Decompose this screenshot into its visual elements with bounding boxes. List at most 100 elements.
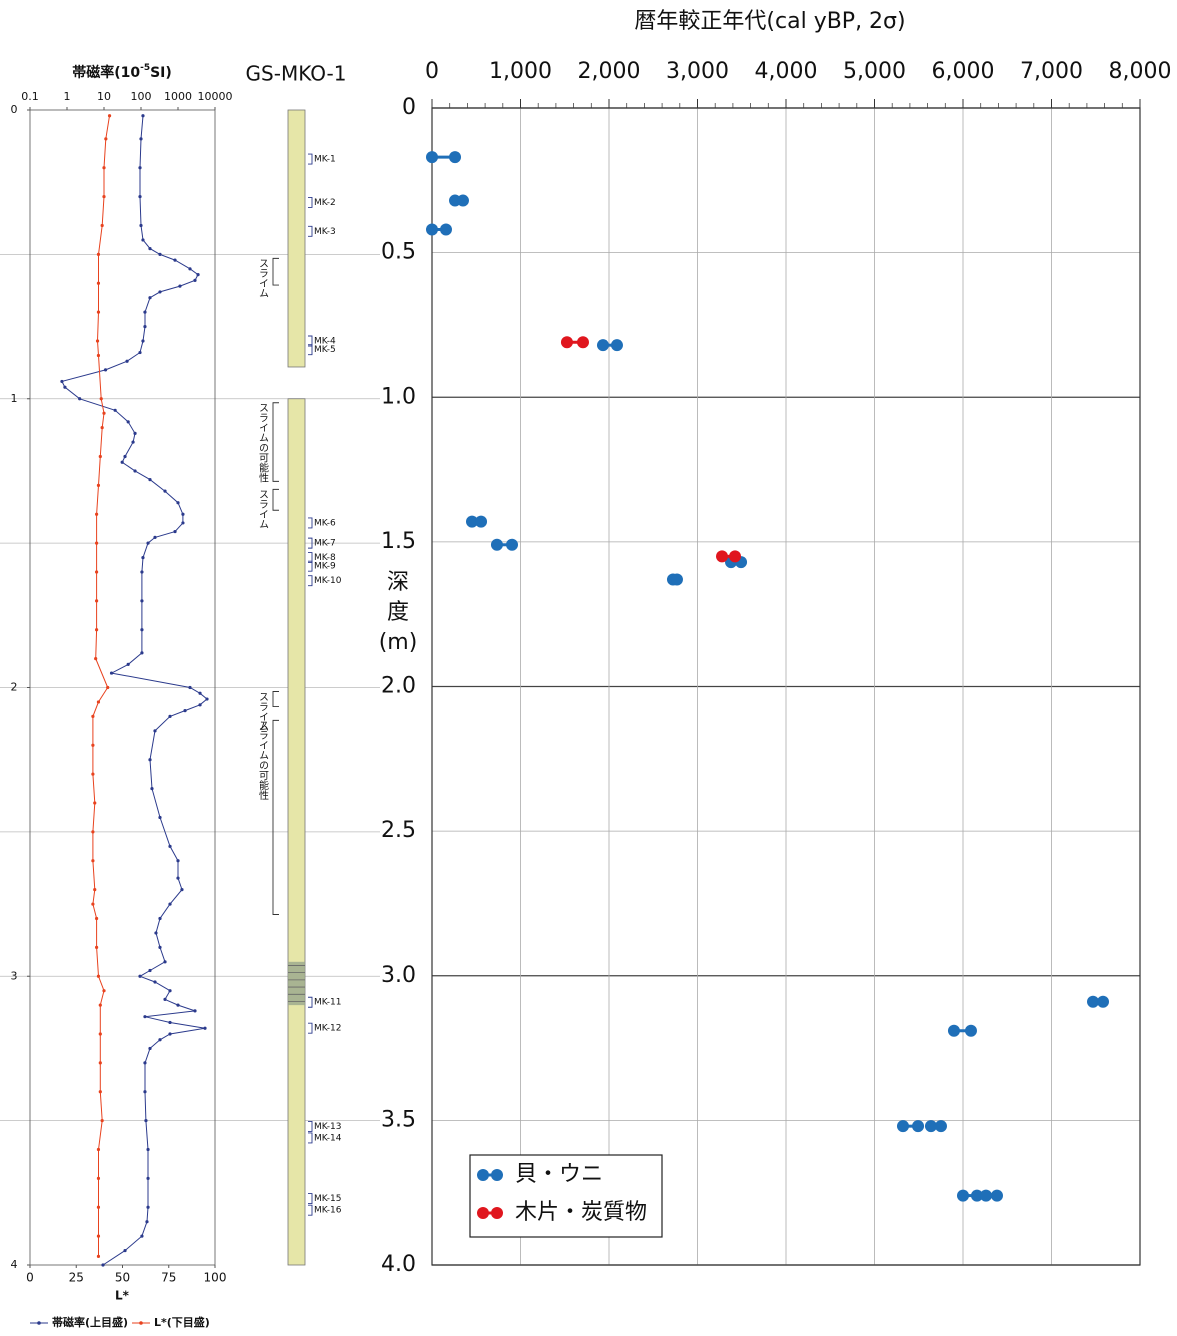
profile-point	[168, 989, 172, 993]
title-exponent: -5	[140, 63, 150, 73]
profile-point	[148, 247, 152, 251]
profile-point	[138, 195, 142, 199]
profile-point	[158, 916, 162, 921]
profile-point	[102, 411, 106, 415]
legend-point	[477, 1207, 489, 1219]
profile-point	[140, 1234, 144, 1238]
sample-bracket	[308, 1120, 313, 1132]
profile-point	[158, 252, 162, 256]
note-bracket	[272, 488, 279, 511]
age-point	[670, 573, 683, 586]
sample-bracket	[308, 560, 313, 572]
profile-point	[203, 1026, 207, 1030]
profile-point	[158, 945, 162, 949]
profile-point	[141, 114, 145, 118]
profile-point	[98, 1032, 102, 1036]
note-bracket	[272, 402, 279, 482]
y-axis-label: 深度(m)	[378, 570, 418, 655]
age-point	[912, 1120, 925, 1133]
profile-point	[91, 714, 95, 718]
profile-point	[102, 989, 106, 993]
profile-point	[139, 223, 143, 228]
sample-bracket	[308, 344, 313, 356]
profile-point	[96, 974, 101, 978]
profile-point	[95, 512, 99, 516]
profile-point	[198, 703, 202, 707]
core-title: GS-MKO-1	[246, 62, 347, 86]
age-point	[716, 550, 729, 563]
legend-label: 帯磁率(上目盛)	[52, 1315, 128, 1329]
profile-point	[98, 454, 102, 459]
note-bracket	[272, 257, 279, 286]
sample-label: MK-10	[314, 576, 342, 586]
age-point	[560, 336, 573, 349]
x-tick-label: 8,000	[1109, 59, 1172, 84]
y-tick-label: 4	[11, 1258, 18, 1271]
profile-point	[140, 599, 144, 603]
profile-point	[140, 628, 144, 632]
profile-point	[141, 238, 145, 242]
y-tick-label: 2	[11, 681, 18, 694]
core-section	[287, 109, 306, 368]
profile-point	[148, 478, 152, 482]
profile-point	[148, 758, 152, 762]
sample-bracket	[308, 1022, 313, 1034]
age-point	[957, 1189, 969, 1202]
profile-point	[131, 440, 135, 444]
profile-point	[163, 997, 167, 1001]
profile-point	[143, 310, 147, 314]
profile-point	[148, 296, 152, 300]
profile-point	[168, 714, 172, 718]
note-label: スライム	[257, 258, 269, 298]
profile-point	[96, 1205, 101, 1209]
x-axis-label: L*	[115, 1289, 130, 1303]
profile-point	[168, 1032, 172, 1036]
bottom-tick-label: 0	[26, 1271, 34, 1285]
x-tick-label: 4,000	[755, 59, 818, 84]
profile-point	[107, 114, 112, 118]
note-label: スライムの可能性	[257, 403, 269, 484]
profile-point	[141, 555, 145, 560]
profile-point	[60, 379, 64, 384]
y-tick-label: 2.5	[381, 818, 416, 843]
profile-point	[173, 258, 177, 262]
age-point	[980, 1189, 993, 1202]
sample-bracket	[308, 153, 313, 165]
legend-label: L*(下目盛)	[154, 1315, 210, 1329]
legend-point	[37, 1321, 41, 1325]
profile-point	[138, 350, 142, 355]
y-tick-label: 0	[402, 95, 416, 120]
profile-point	[163, 489, 167, 493]
profile-point	[168, 844, 172, 848]
profile-point	[95, 945, 99, 949]
profile-point	[153, 980, 157, 984]
age-point	[934, 1120, 947, 1133]
age-point	[456, 194, 469, 207]
top-tick-label: 1	[64, 90, 71, 103]
sample-label: MK-6	[314, 518, 336, 528]
sample-bracket	[308, 1204, 313, 1216]
sample-label: MK-12	[314, 1024, 341, 1034]
profile-point	[113, 408, 117, 412]
profile-point	[104, 137, 108, 141]
profile-point	[188, 267, 192, 271]
x-tick-label: 2,000	[578, 59, 641, 84]
sample-label: MK-1	[314, 155, 336, 165]
profile-point	[95, 570, 99, 574]
sample-label: MK-8	[314, 553, 336, 563]
profile-point	[176, 876, 180, 880]
profile-title: 帯磁率(10-5SI)	[72, 63, 172, 82]
profile-point	[96, 281, 101, 285]
sample-label: MK-9	[314, 562, 336, 572]
age-point	[426, 223, 438, 236]
y-tick-label: 0	[11, 103, 18, 116]
profile-point	[143, 324, 147, 329]
profile-point	[123, 454, 127, 459]
note-label: スライム	[257, 489, 269, 529]
bottom-tick-label: 25	[69, 1271, 84, 1285]
x-tick-label: 3,000	[666, 59, 729, 84]
age-point	[964, 1024, 977, 1037]
profile-point	[183, 709, 187, 713]
y-tick-label: 3	[11, 969, 18, 982]
